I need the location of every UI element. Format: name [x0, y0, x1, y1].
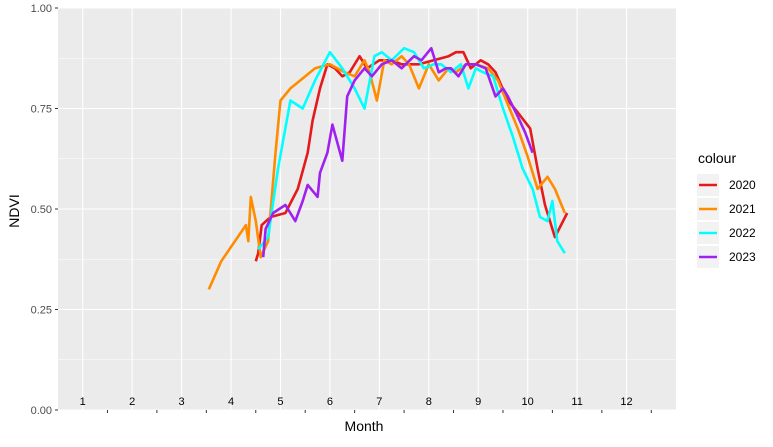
- x-tick-label: 2: [129, 396, 135, 408]
- x-tick-label: 6: [327, 396, 333, 408]
- x-tick-label: 10: [522, 396, 534, 408]
- x-tick-label: 11: [571, 396, 582, 408]
- x-tick-label: 5: [277, 396, 283, 408]
- y-tick-label: 0.25: [31, 305, 52, 317]
- x-tick-label: 8: [426, 396, 432, 408]
- y-tick-label: 0.75: [31, 104, 52, 116]
- legend-label-2021: 2021: [729, 202, 756, 216]
- series-line-2023: [261, 46, 534, 258]
- x-tick-label: 9: [475, 396, 481, 408]
- x-tick-label: 4: [228, 396, 234, 408]
- x-tick-label: 3: [179, 396, 185, 408]
- x-axis-title: Month: [345, 418, 384, 434]
- major-gridlines: [58, 7, 676, 411]
- y-tick-label: 1.00: [31, 3, 52, 15]
- series-line-2022: [257, 46, 566, 254]
- series-layer: [207, 46, 569, 290]
- x-tick-label: 12: [620, 396, 632, 408]
- x-tick-label: 7: [376, 396, 382, 408]
- legend-label-2020: 2020: [729, 178, 756, 192]
- legend-label-2023: 2023: [729, 250, 756, 264]
- legend-title: colour: [698, 150, 736, 166]
- y-tick-label: 0.50: [31, 204, 52, 216]
- axes-layer: 0.000.250.500.751.001 2 3 4 5 6 7 8 9 10 11 12: [31, 3, 652, 417]
- legend: colour 2020 2021 2022 2023: [697, 150, 756, 268]
- legend-label-2022: 2022: [729, 226, 756, 240]
- x-tick-label: 1: [80, 396, 86, 408]
- legend-items: 2020 2021 2022 2023: [697, 174, 756, 268]
- minor-gridlines: [58, 57, 676, 361]
- y-tick-label: 0.00: [31, 405, 52, 417]
- y-axis-title: NDVI: [6, 194, 22, 227]
